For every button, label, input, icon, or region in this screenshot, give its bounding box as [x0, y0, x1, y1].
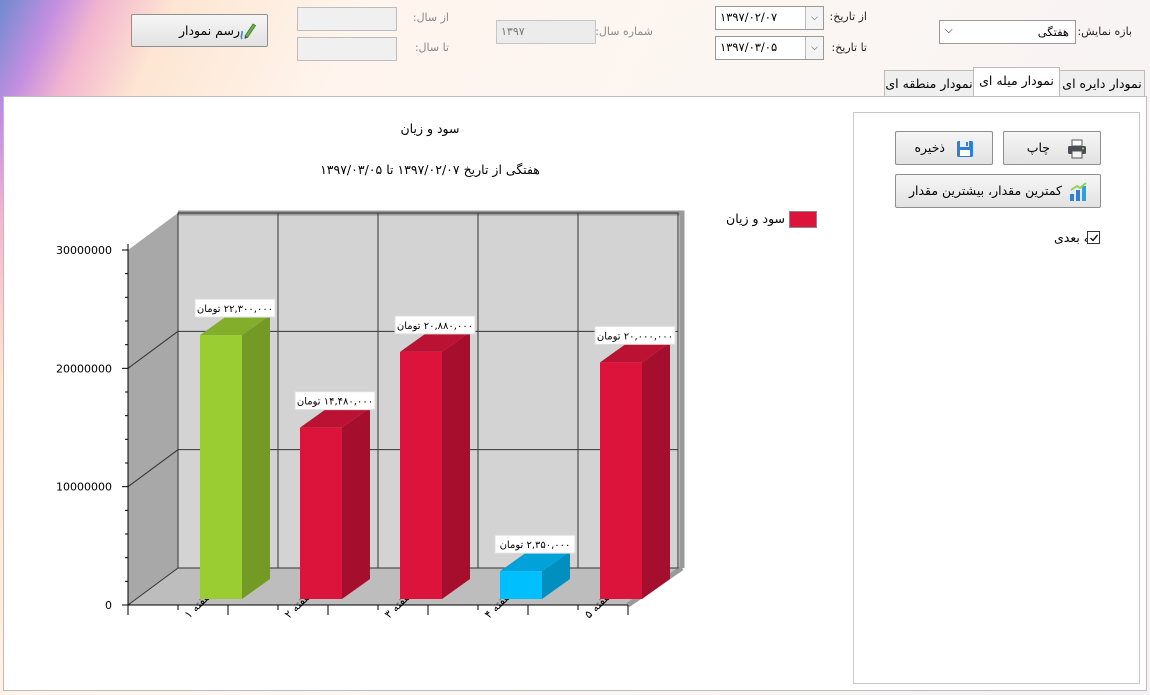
period-select[interactable]: هفتگی ⌵: [939, 20, 1076, 44]
chevron-down-icon[interactable]: ⌵: [805, 37, 823, 59]
print-button[interactable]: چاپ: [1003, 131, 1101, 165]
to-year-field[interactable]: [297, 37, 397, 61]
data-label: ۲۰,۸۸۰,۰۰۰ تومان: [394, 315, 476, 335]
tab-pie-chart-label: نمودار دایره ای: [1062, 76, 1142, 91]
h-gridline-side: [127, 449, 179, 488]
from-date-label: از تاریخ:: [829, 10, 867, 23]
tab-area-chart[interactable]: نمودار منطقه ای: [884, 70, 974, 96]
y-tick-label: 0: [105, 599, 112, 612]
data-label: ۲,۳۵۰,۰۰۰ تومان: [494, 534, 576, 554]
year-number-field[interactable]: ۱۳۹۷: [496, 20, 596, 44]
data-label-box: [494, 534, 576, 554]
pencil-chart-icon: [240, 23, 257, 40]
bar-front: [500, 571, 542, 599]
draw-chart-button[interactable]: رسم نمودار: [131, 14, 268, 47]
chart-left-wall: [128, 213, 178, 605]
bar-side: [242, 315, 270, 599]
bar-side: [442, 331, 470, 599]
data-label-text: ۲۰,۰۰۰,۰۰۰ تومان: [597, 331, 673, 342]
min-max-label: کمترین مقدار، بیشترین مقدار: [908, 183, 1062, 198]
save-label: ذخیره: [914, 140, 945, 155]
bar: [200, 315, 270, 599]
to-date-value: ۱۳۹۷/۰۳/۰۵: [720, 40, 778, 54]
data-label-box: [294, 391, 376, 411]
legend-swatch: [789, 211, 817, 228]
to-date-label: تا تاریخ:: [831, 41, 867, 54]
save-button[interactable]: ذخیره: [895, 131, 993, 165]
bar: [300, 407, 370, 599]
bar-top: [400, 331, 470, 352]
from-date-picker[interactable]: ۱۳۹۷/۰۲/۰۷ ⌵: [715, 6, 824, 30]
period-label: بازه نمایش:: [1077, 25, 1132, 38]
floor-edge: [127, 567, 179, 606]
y-tick-label: 30000000: [56, 244, 112, 257]
data-label: ۲۰,۰۰۰,۰۰۰ تومان: [594, 325, 676, 345]
bar-side: [342, 407, 370, 599]
chart-title: سود و زیان: [400, 121, 460, 136]
data-label-text: ۲۰,۸۸۰,۰۰۰ تومان: [397, 321, 473, 332]
bar-front: [400, 351, 442, 599]
floppy-disk-icon: [957, 141, 973, 157]
period-select-value: هفتگی: [1037, 25, 1069, 39]
data-label: ۲۲,۳۰۰,۰۰۰ تومان: [194, 298, 276, 318]
data-label-box: [194, 298, 276, 318]
data-label-text: ۲۲,۳۰۰,۰۰۰ تومان: [197, 304, 273, 315]
bar-front: [300, 427, 342, 599]
bar-side: [542, 551, 570, 599]
bar-front: [600, 362, 642, 599]
bar-top: [500, 551, 570, 572]
bar-top: [300, 407, 370, 428]
draw-chart-label: رسم نمودار: [178, 23, 240, 38]
from-date-value: ۱۳۹۷/۰۲/۰۷: [720, 10, 778, 24]
tab-pie-chart[interactable]: نمودار دایره ای: [1059, 70, 1145, 96]
bar: [500, 551, 570, 599]
three-d-checkbox[interactable]: [1087, 231, 1100, 244]
data-label-box: [394, 315, 476, 335]
tab-bar-chart-label: نمودار میله ای: [979, 73, 1054, 88]
from-year-label: از سال:: [412, 11, 449, 24]
bar-side: [642, 342, 670, 599]
chart-data-labels: ۲۲,۳۰۰,۰۰۰ تومان ۱۴,۴۸۰,۰۰۰ تومان ۲۰,۸۸۰,۰…: [194, 298, 676, 554]
y-tick-label: 20000000: [56, 362, 112, 375]
back-wall-border: [177, 212, 679, 569]
y-tick-label: 10000000: [56, 481, 112, 494]
chevron-down-icon: ⌵: [945, 25, 953, 36]
chart-options-panel: چاپ ذخیره کمترین مقدار، بیشترین مقدار سه…: [853, 112, 1140, 684]
bar-top: [200, 315, 270, 336]
h-gridline-side: [127, 330, 179, 369]
checkmark-icon: [1090, 234, 1099, 242]
from-year-field[interactable]: [297, 7, 397, 31]
tab-area-chart-label: نمودار منطقه ای: [885, 76, 973, 91]
bar: [400, 331, 470, 599]
bar-front: [200, 335, 242, 599]
tab-bar-chart[interactable]: نمودار میله ای: [973, 67, 1060, 96]
to-year-label: تا سال:: [414, 41, 449, 54]
data-label-text: ۲,۳۵۰,۰۰۰ تومان: [500, 540, 571, 551]
bar: [600, 342, 670, 599]
bar-chart-icon: [1070, 182, 1087, 201]
bar-top: [600, 342, 670, 363]
legend-label: سود و زیان: [726, 211, 785, 226]
print-label: چاپ: [1026, 140, 1050, 155]
printer-icon: [1068, 139, 1086, 159]
data-label: ۱۴,۴۸۰,۰۰۰ تومان: [294, 391, 376, 411]
chart-subtitle: هفتگی از تاریخ ۱۳۹۷/۰۲/۰۷ تا ۱۳۹۷/۰۳/۰۵: [320, 162, 540, 177]
min-max-button[interactable]: کمترین مقدار، بیشترین مقدار: [895, 174, 1101, 208]
year-number-label: شماره سال:: [595, 25, 653, 38]
chevron-down-icon[interactable]: ⌵: [805, 7, 823, 29]
to-date-picker[interactable]: ۱۳۹۷/۰۳/۰۵ ⌵: [715, 36, 824, 60]
data-label-text: ۱۴,۴۸۰,۰۰۰ تومان: [297, 397, 373, 408]
chart-bars: [200, 315, 670, 599]
data-label-box: [594, 325, 676, 345]
